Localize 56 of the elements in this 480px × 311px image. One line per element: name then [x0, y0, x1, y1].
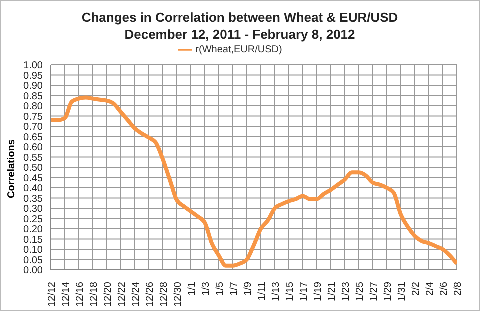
- y-tick-label: 0.20: [24, 224, 44, 236]
- x-tick-label: 1/9: [243, 282, 254, 296]
- legend-label: r(Wheat,EUR/USD): [196, 44, 282, 56]
- y-axis-title: Correlations: [6, 140, 18, 198]
- x-tick-label: 12/26: [145, 282, 156, 308]
- x-tick-label: 12/18: [89, 282, 100, 308]
- x-tick-label: 1/7: [229, 282, 240, 296]
- y-tick-label: 0.45: [24, 173, 44, 184]
- y-tick-label: 1.00: [24, 60, 44, 72]
- x-tick-label: 1/23: [341, 282, 352, 302]
- chart-title: Changes in Correlation between Wheat & EUR/USD: [80, 9, 400, 26]
- line-series: [51, 96, 457, 268]
- y-tick-label: 0.85: [24, 91, 44, 102]
- x-tick-label: 1/1: [187, 282, 198, 296]
- x-tick-label: 1/31: [397, 282, 408, 302]
- x-tick-label: 2/8: [453, 282, 464, 296]
- y-tick-label: 0.50: [24, 163, 44, 174]
- y-tick-label: 0.70: [24, 122, 44, 134]
- x-tick-label: 1/19: [313, 282, 324, 302]
- x-tick-label: 12/14: [61, 282, 72, 308]
- y-tick-label: 0.55: [24, 152, 44, 164]
- x-tick-label: 1/13: [271, 282, 282, 302]
- x-tick-label: 1/25: [355, 282, 366, 302]
- x-tick-label: 1/17: [299, 282, 310, 302]
- x-tick-label: 12/16: [75, 282, 86, 308]
- chart-subtitle: December 12, 2011 - February 8, 2012: [124, 26, 356, 43]
- y-tick-label: 0.90: [24, 81, 44, 92]
- x-tick-label: 2/4: [425, 282, 436, 296]
- x-tick-label: 2/2: [411, 282, 422, 296]
- x-tick-label: 12/20: [103, 282, 114, 308]
- x-tick-label: 1/11: [257, 282, 268, 301]
- x-tick-label: 1/3: [201, 282, 212, 296]
- x-tick-label: 1/27: [369, 282, 380, 302]
- y-tick-label: 0.60: [24, 142, 44, 154]
- x-tick-label: 1/21: [327, 282, 338, 302]
- y-tick-label: 0.15: [24, 234, 44, 246]
- y-tick-label: 0.40: [24, 184, 44, 195]
- x-tick-label: 12/24: [131, 282, 142, 308]
- x-tick-label: 2/6: [439, 282, 450, 296]
- x-tick-label: 1/29: [383, 282, 394, 302]
- x-tick-label: 1/5: [215, 282, 226, 296]
- y-tick-label: 0.05: [24, 255, 44, 266]
- y-tick-label: 0.30: [24, 204, 44, 216]
- x-tick-label: 1/15: [285, 282, 296, 302]
- y-tick-label: 0.35: [24, 194, 44, 205]
- x-tick-label: 12/12: [47, 282, 58, 308]
- y-tick-label: 0.80: [24, 102, 44, 113]
- y-tick-label: 0.10: [24, 245, 44, 256]
- y-tick-label: 0.00: [24, 266, 44, 277]
- y-tick-label: 0.75: [24, 112, 44, 123]
- y-tick-label: 0.65: [24, 132, 44, 144]
- y-tick-label: 0.25: [24, 214, 44, 226]
- x-tick-label: 12/30: [173, 282, 184, 308]
- y-tick-label: 0.95: [24, 70, 44, 82]
- x-tick-label: 12/22: [117, 282, 128, 308]
- x-tick-label: 12/28: [159, 282, 170, 308]
